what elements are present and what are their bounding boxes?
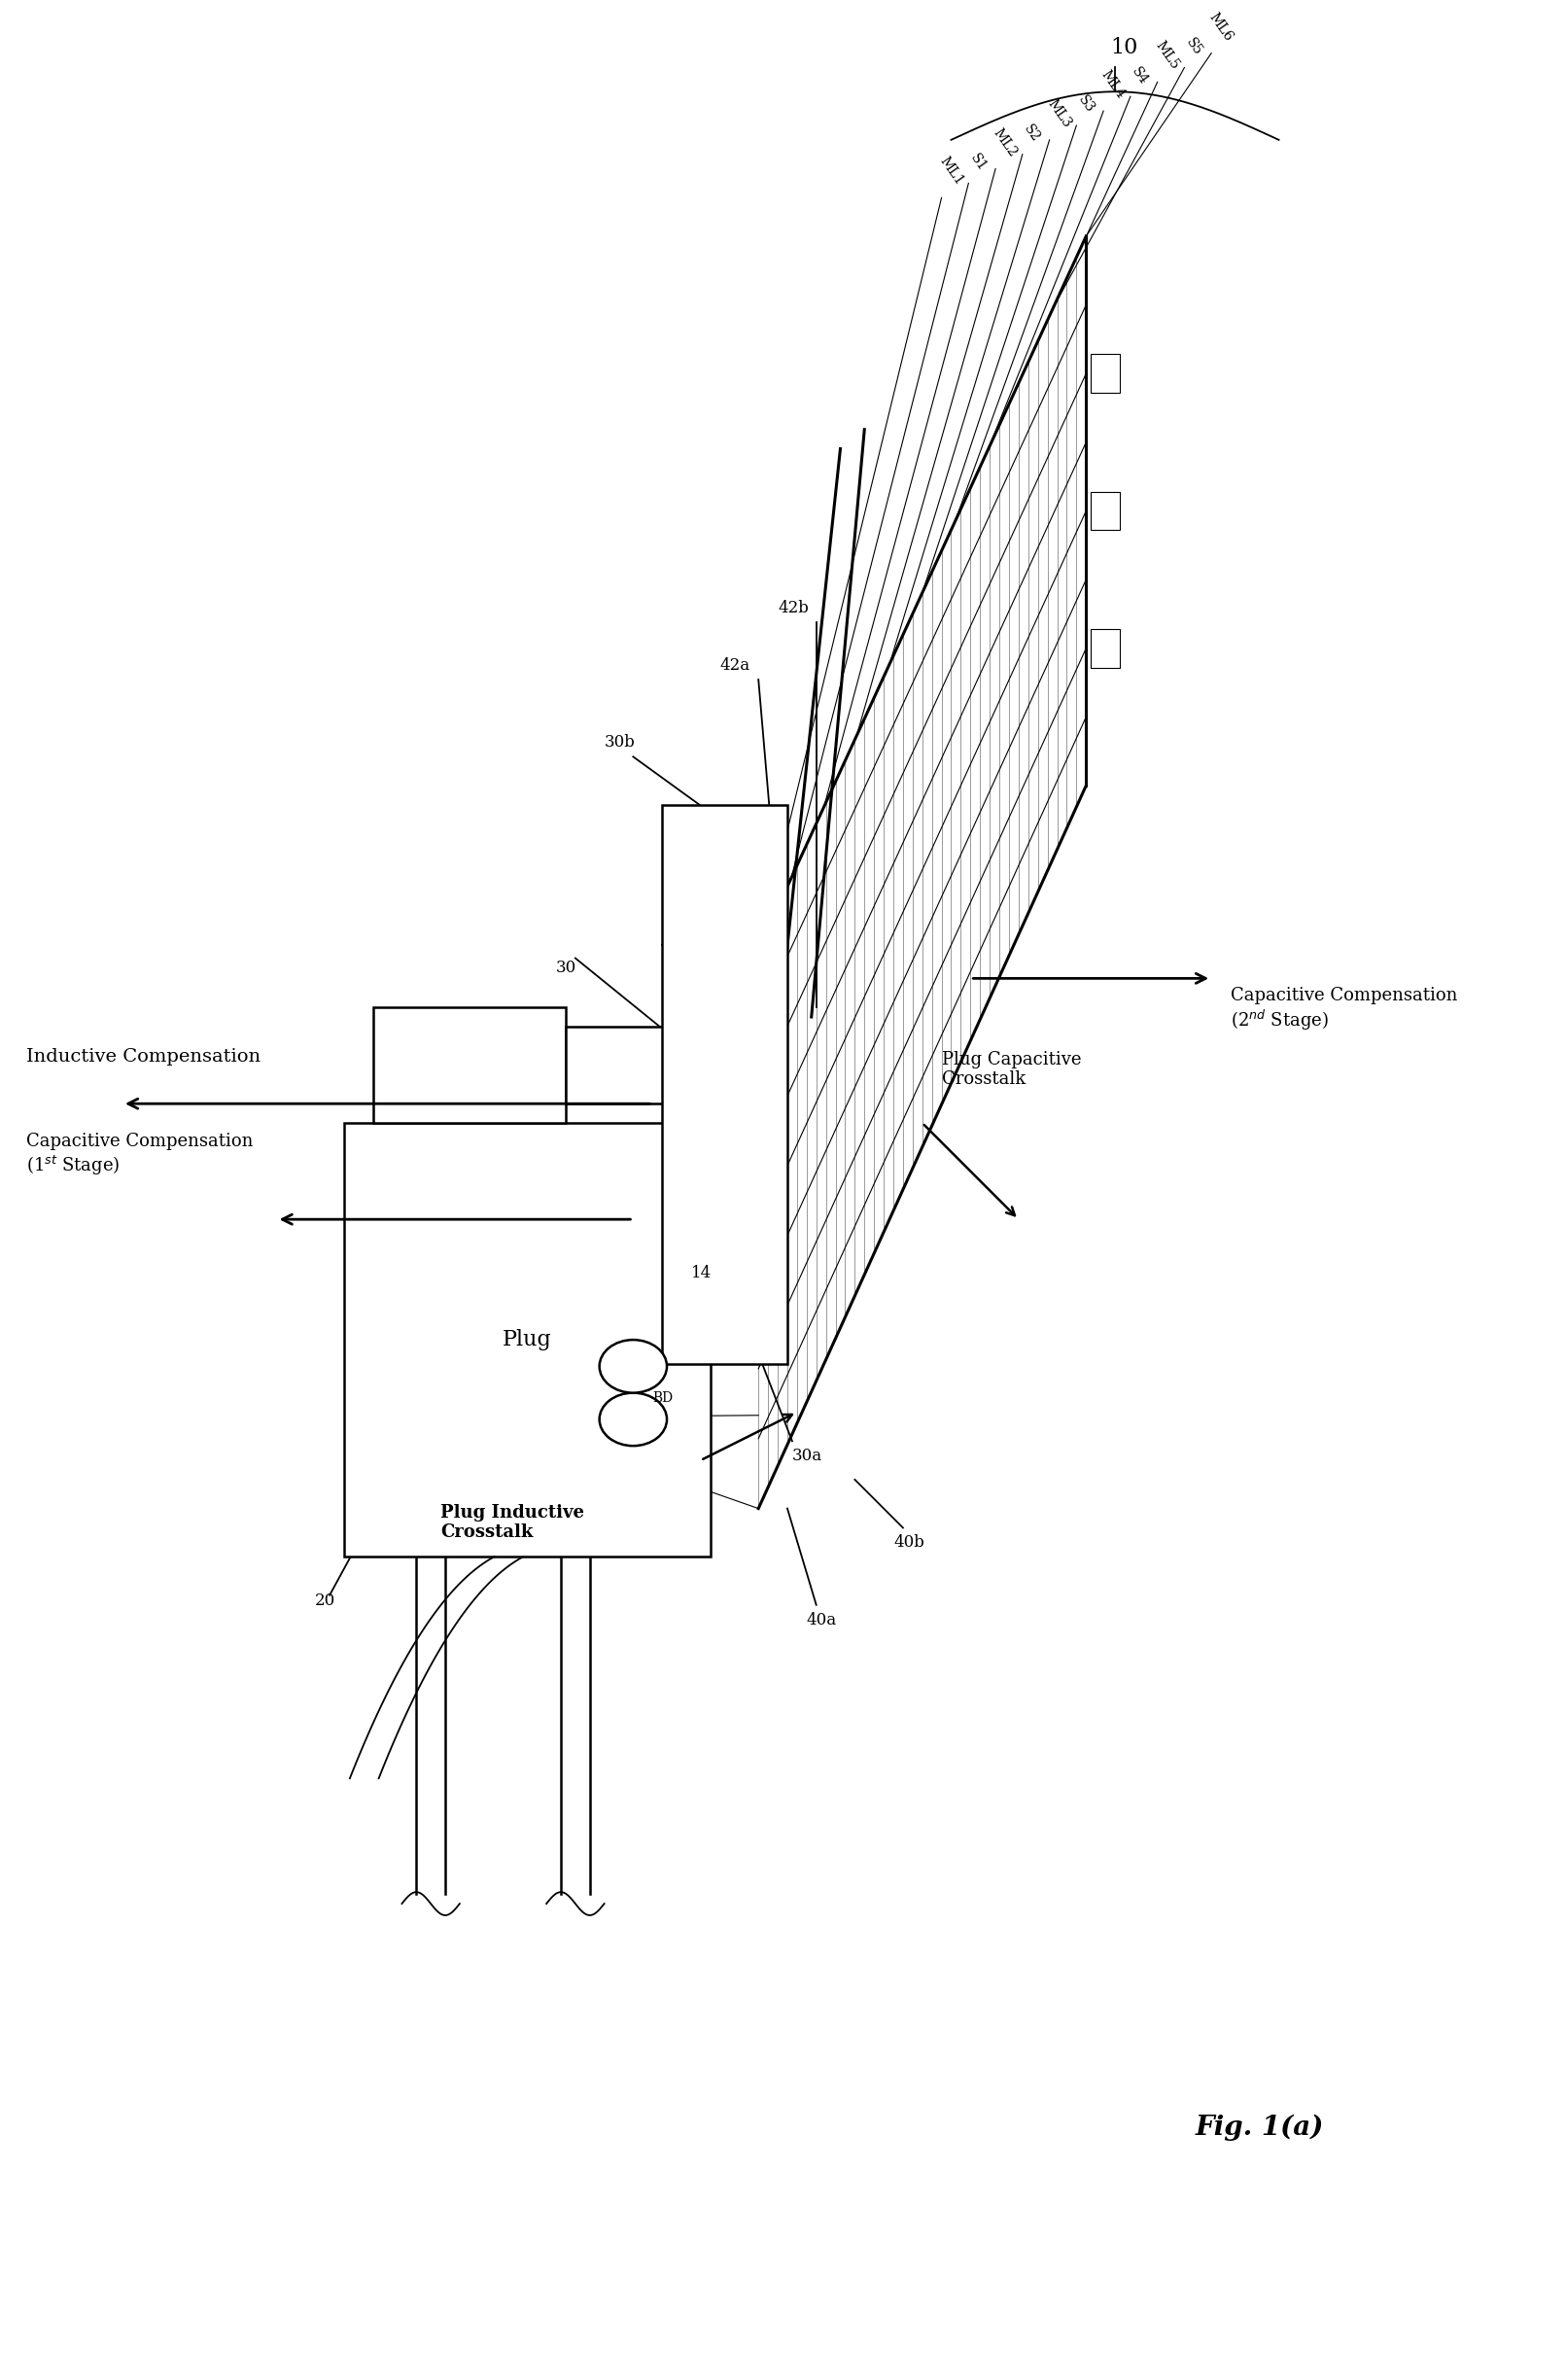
Text: Plug: Plug — [503, 1328, 551, 1349]
Text: 30: 30 — [556, 959, 576, 976]
Text: Inductive Compensation: Inductive Compensation — [27, 1047, 260, 1066]
Bar — [1092, 493, 1120, 531]
Text: ML5: ML5 — [1153, 38, 1182, 71]
Text: ML4: ML4 — [1098, 67, 1128, 102]
Text: 10: 10 — [1110, 36, 1138, 57]
Bar — [1092, 355, 1120, 393]
Ellipse shape — [600, 1340, 667, 1392]
Text: 40a: 40a — [806, 1611, 836, 1628]
Bar — [1092, 628, 1120, 666]
Text: Plug Inductive
Crosstalk: Plug Inductive Crosstalk — [440, 1504, 584, 1542]
Ellipse shape — [600, 1392, 667, 1445]
Text: Capacitive Compensation
(1$^{st}$ Stage): Capacitive Compensation (1$^{st}$ Stage) — [27, 1133, 252, 1178]
Text: 42b: 42b — [778, 600, 808, 616]
Text: ML3: ML3 — [1045, 98, 1074, 131]
Bar — [565, 1026, 681, 1104]
Text: ML6: ML6 — [1206, 10, 1236, 43]
Text: S5: S5 — [1184, 36, 1204, 57]
Bar — [345, 1123, 711, 1557]
Text: S3: S3 — [1076, 93, 1096, 117]
Text: S2: S2 — [1021, 121, 1043, 145]
Bar — [662, 804, 788, 1364]
Text: Plug Capacitive
Crosstalk: Plug Capacitive Crosstalk — [941, 1050, 1081, 1088]
Text: S4: S4 — [1129, 64, 1151, 86]
Text: 40b: 40b — [893, 1535, 924, 1552]
Text: 30a: 30a — [792, 1447, 822, 1464]
Text: 42a: 42a — [720, 657, 750, 674]
Text: 20: 20 — [315, 1592, 335, 1609]
Text: 14: 14 — [691, 1264, 711, 1280]
Bar — [373, 1007, 565, 1123]
Text: S1: S1 — [968, 152, 988, 174]
Text: BD: BD — [653, 1390, 673, 1404]
Text: Capacitive Compensation
(2$^{nd}$ Stage): Capacitive Compensation (2$^{nd}$ Stage) — [1231, 988, 1458, 1033]
Text: ML2: ML2 — [991, 126, 1019, 159]
Text: ML1: ML1 — [936, 155, 966, 188]
Text: Fig. 1(a): Fig. 1(a) — [1195, 2113, 1323, 2142]
Text: 30b: 30b — [604, 735, 636, 752]
